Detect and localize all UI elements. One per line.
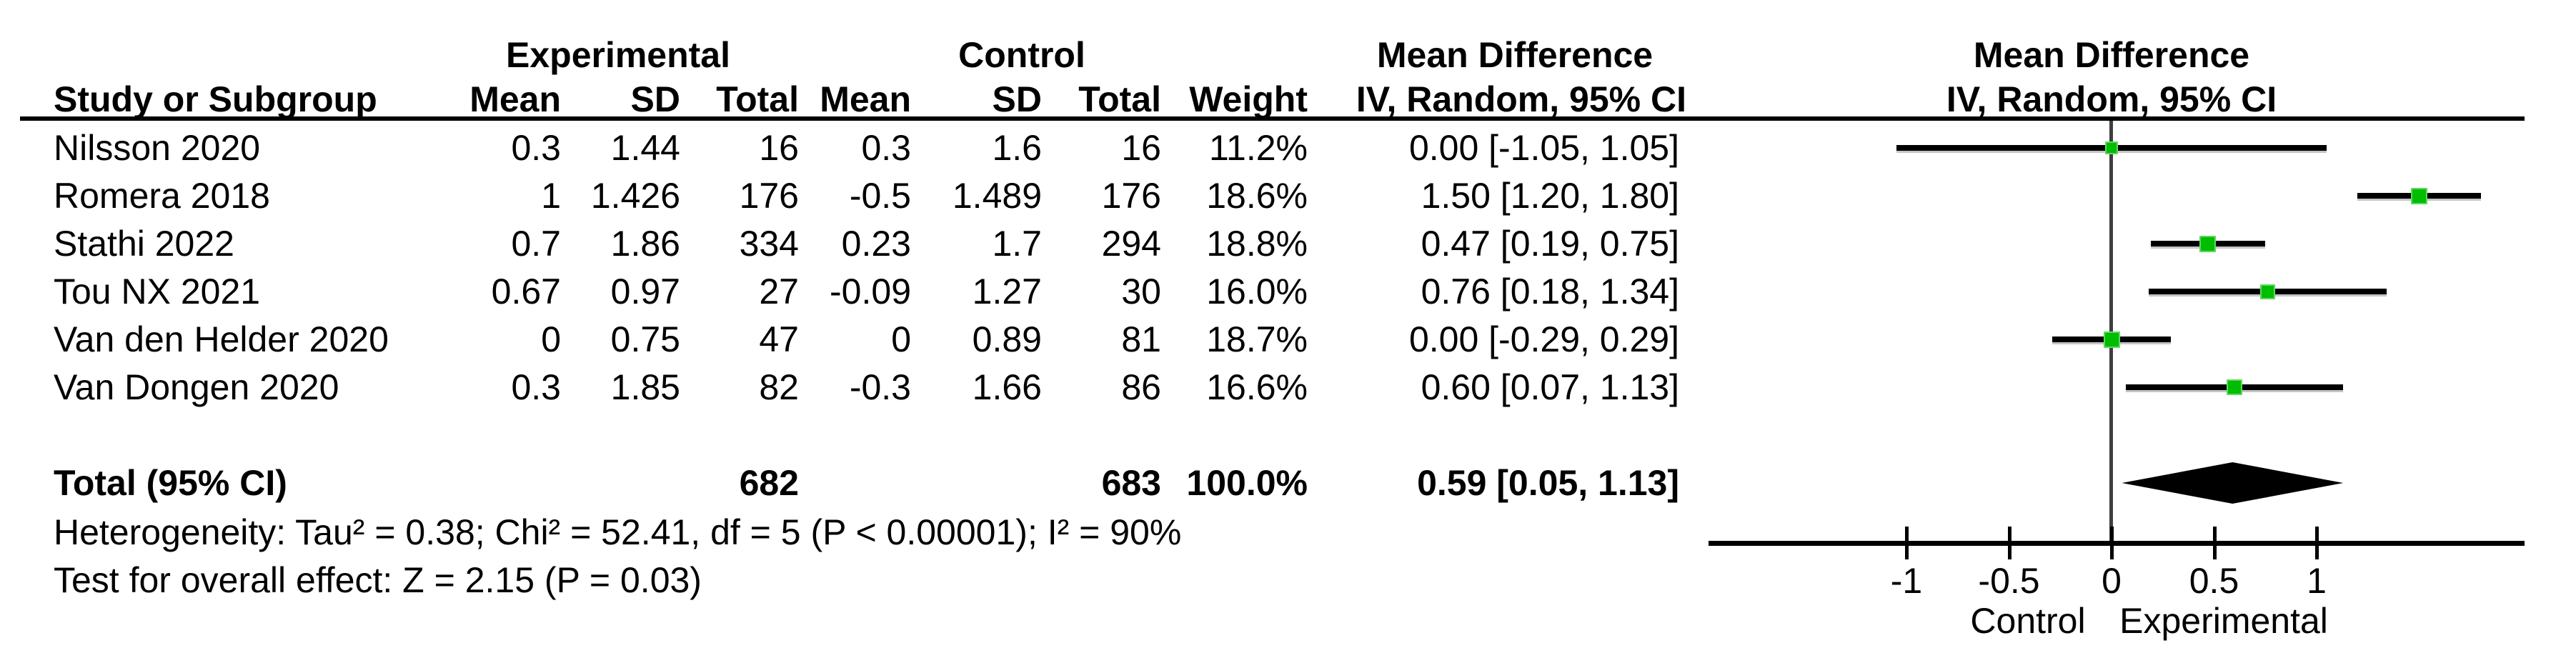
cell-ctl-total: 86 bbox=[1121, 367, 1161, 407]
cell-ctl-total: 176 bbox=[1101, 176, 1161, 216]
cell-ci-text: 0.00 [-0.29, 0.29] bbox=[1408, 319, 1679, 359]
cell-exp-sd: 0.75 bbox=[610, 319, 680, 359]
cell-ctl-sd: 1.6 bbox=[992, 128, 1042, 168]
cell-weight: 18.6% bbox=[1206, 176, 1308, 216]
study-label: Nilsson 2020 bbox=[54, 128, 261, 168]
cell-ctl-total: 294 bbox=[1101, 224, 1161, 264]
cell-ci-text: 0.76 [0.18, 1.34] bbox=[1421, 271, 1679, 311]
cell-weight: 11.2% bbox=[1208, 128, 1308, 168]
axis-tick-label: 0 bbox=[2102, 561, 2122, 601]
total-row-exp-total: 682 bbox=[739, 463, 799, 503]
column-header-exp-total: Total bbox=[716, 79, 799, 119]
study-label: Stathi 2022 bbox=[54, 224, 234, 264]
cell-exp-total: 176 bbox=[739, 176, 799, 216]
cell-exp-total: 47 bbox=[759, 319, 799, 359]
effect-square bbox=[2411, 188, 2427, 204]
column-header-exp-sd: SD bbox=[630, 79, 680, 119]
plot-header-line1: Mean Difference bbox=[1973, 35, 2250, 75]
cell-exp-mean: 0.3 bbox=[511, 128, 561, 168]
axis-tick-label: -1 bbox=[1890, 561, 1923, 601]
cell-ctl-mean: -0.3 bbox=[849, 367, 911, 407]
study-label: Tou NX 2021 bbox=[54, 271, 261, 311]
column-header-study: Study or Subgroup bbox=[54, 79, 377, 119]
cell-exp-total: 334 bbox=[739, 224, 799, 264]
cell-weight: 18.8% bbox=[1206, 224, 1308, 264]
cell-ci-text: 1.50 [1.20, 1.80] bbox=[1421, 176, 1679, 216]
cell-exp-mean: 1 bbox=[541, 176, 561, 216]
axis-tick bbox=[2110, 527, 2114, 559]
axis-label-control: Control bbox=[1970, 601, 2086, 641]
axis-tick-label: 0.5 bbox=[2189, 561, 2239, 601]
cell-ctl-mean: 0 bbox=[891, 319, 911, 359]
effect-square bbox=[2105, 141, 2118, 154]
axis-tick-label: 1 bbox=[2307, 561, 2327, 601]
cell-weight: 18.7% bbox=[1206, 319, 1308, 359]
heterogeneity-note: Heterogeneity: Tau² = 0.38; Chi² = 52.41… bbox=[54, 512, 1182, 552]
cell-exp-total: 27 bbox=[759, 271, 799, 311]
cell-exp-sd: 1.426 bbox=[590, 176, 680, 216]
group-header-control: Control bbox=[958, 35, 1085, 75]
cell-ctl-total: 16 bbox=[1121, 128, 1161, 168]
column-header-weight: Weight bbox=[1189, 79, 1308, 119]
cell-exp-total: 82 bbox=[759, 367, 799, 407]
total-row-weight: 100.0% bbox=[1186, 463, 1308, 503]
cell-exp-mean: 0.67 bbox=[491, 271, 561, 311]
cell-exp-mean: 0 bbox=[541, 319, 561, 359]
axis-tick-label: -0.5 bbox=[1978, 561, 2040, 601]
study-label: Van den Helder 2020 bbox=[54, 319, 389, 359]
cell-ctl-sd: 1.489 bbox=[952, 176, 1042, 216]
group-header-experimental: Experimental bbox=[505, 35, 731, 75]
overall-effect-note: Test for overall effect: Z = 2.15 (P = 0… bbox=[54, 560, 702, 600]
cell-ci-text: 0.47 [0.19, 0.75] bbox=[1421, 224, 1679, 264]
study-label: Romera 2018 bbox=[54, 176, 270, 216]
axis-label-experimental: Experimental bbox=[2119, 601, 2328, 641]
effect-square bbox=[2199, 236, 2216, 252]
x-axis-line bbox=[1709, 541, 2525, 546]
cell-weight: 16.0% bbox=[1206, 271, 1308, 311]
axis-tick bbox=[2212, 527, 2217, 559]
cell-ctl-mean: 0.23 bbox=[841, 224, 911, 264]
study-label: Van Dongen 2020 bbox=[54, 367, 339, 407]
cell-ctl-sd: 1.27 bbox=[972, 271, 1042, 311]
effect-square bbox=[2104, 332, 2120, 348]
cell-exp-sd: 1.86 bbox=[610, 224, 680, 264]
total-row-ci-text: 0.59 [0.05, 1.13] bbox=[1417, 463, 1679, 503]
plot-header-line2: IV, Random, 95% CI bbox=[1946, 79, 2277, 119]
cell-ctl-total: 81 bbox=[1121, 319, 1161, 359]
cell-exp-sd: 0.97 bbox=[610, 271, 680, 311]
column-header-ctl-mean: Mean bbox=[820, 79, 911, 119]
total-row-label: Total (95% CI) bbox=[54, 463, 287, 503]
cell-ctl-total: 30 bbox=[1121, 271, 1161, 311]
cell-exp-sd: 1.44 bbox=[610, 128, 680, 168]
column-header-exp-mean: Mean bbox=[469, 79, 561, 119]
column-header-ci: IV, Random, 95% CI bbox=[1356, 79, 1686, 119]
cell-ctl-sd: 1.66 bbox=[972, 367, 1042, 407]
total-row-ctl-total: 683 bbox=[1101, 463, 1161, 503]
cell-exp-mean: 0.7 bbox=[511, 224, 561, 264]
cell-ctl-sd: 1.7 bbox=[992, 224, 1042, 264]
axis-tick bbox=[2315, 527, 2319, 559]
axis-tick bbox=[2007, 527, 2011, 559]
cell-exp-total: 16 bbox=[759, 128, 799, 168]
cell-ctl-mean: -0.09 bbox=[830, 271, 911, 311]
cell-ctl-mean: -0.5 bbox=[849, 176, 911, 216]
axis-tick bbox=[1905, 527, 1909, 559]
column-header-ctl-sd: SD bbox=[992, 79, 1042, 119]
cell-ctl-mean: 0.3 bbox=[861, 128, 911, 168]
header-rule bbox=[20, 116, 2525, 121]
pooled-diamond bbox=[2122, 462, 2344, 504]
cell-ctl-sd: 0.89 bbox=[972, 319, 1042, 359]
cell-exp-mean: 0.3 bbox=[511, 367, 561, 407]
cell-weight: 16.6% bbox=[1206, 367, 1308, 407]
cell-exp-sd: 1.85 bbox=[610, 367, 680, 407]
column-header-ctl-total: Total bbox=[1078, 79, 1161, 119]
cell-ci-text: 0.60 [0.07, 1.13] bbox=[1421, 367, 1679, 407]
effect-square bbox=[2227, 379, 2242, 395]
cell-ci-text: 0.00 [-1.05, 1.05] bbox=[1408, 128, 1679, 168]
effect-square bbox=[2260, 284, 2275, 299]
group-header-mean-difference: Mean Difference bbox=[1376, 35, 1653, 75]
